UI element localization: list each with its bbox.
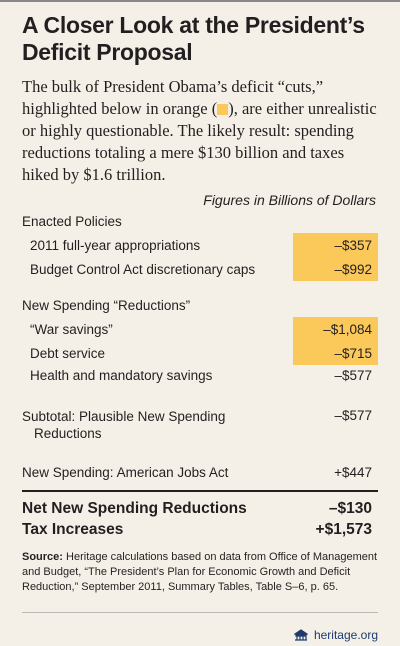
units-note: Figures in Billions of Dollars (203, 192, 376, 208)
row-value: –$715 (334, 346, 372, 361)
highlight (293, 317, 378, 341)
row-value: –$1,084 (323, 322, 372, 337)
row-label: New Spending “Reductions” (22, 298, 191, 313)
rule (22, 490, 378, 492)
intro-text: The bulk of President Obama’s deficit “c… (22, 77, 324, 118)
row-label: Health and mandatory savings (30, 368, 213, 383)
row-value: +$1,573 (315, 521, 372, 538)
row-label: Subtotal: Plausible New Spending Reducti… (22, 409, 226, 441)
source: Source: Heritage calculations based on d… (22, 550, 378, 595)
row-label: New Spending: American Jobs Act (22, 465, 229, 480)
rule (22, 612, 378, 613)
row-value: –$577 (334, 368, 372, 383)
intro-text: ), are either unrealistic or highly ques… (22, 99, 377, 184)
row-value: –$992 (334, 262, 372, 277)
row-value: +$447 (334, 465, 372, 480)
source-text: Heritage calculations based on data from… (22, 551, 378, 593)
row-label: “War savings” (30, 322, 113, 337)
row-label: Tax Increases (22, 521, 124, 538)
highlight (293, 341, 378, 365)
footer: heritage.org (313, 628, 378, 642)
highlight (293, 233, 378, 257)
row-label: 2011 full-year appropriations (30, 238, 201, 253)
intro: The bulk of President Obama’s deficit “c… (22, 76, 382, 186)
row-label: Net New Spending Reductions (22, 500, 247, 517)
row-label: Enacted Policies (22, 214, 122, 229)
source-label: Source: (22, 551, 63, 563)
row-label: Debt service (30, 346, 106, 361)
highlight (293, 257, 378, 281)
logo (294, 629, 308, 641)
row-value: –$130 (328, 500, 372, 517)
row-value: –$357 (334, 238, 372, 253)
highlight-swatch (217, 104, 229, 115)
title: A Closer Look at the President’s Deficit… (22, 12, 365, 65)
row-label: Budget Control Act discretionary caps (30, 262, 256, 277)
row-value: –$577 (334, 408, 372, 423)
